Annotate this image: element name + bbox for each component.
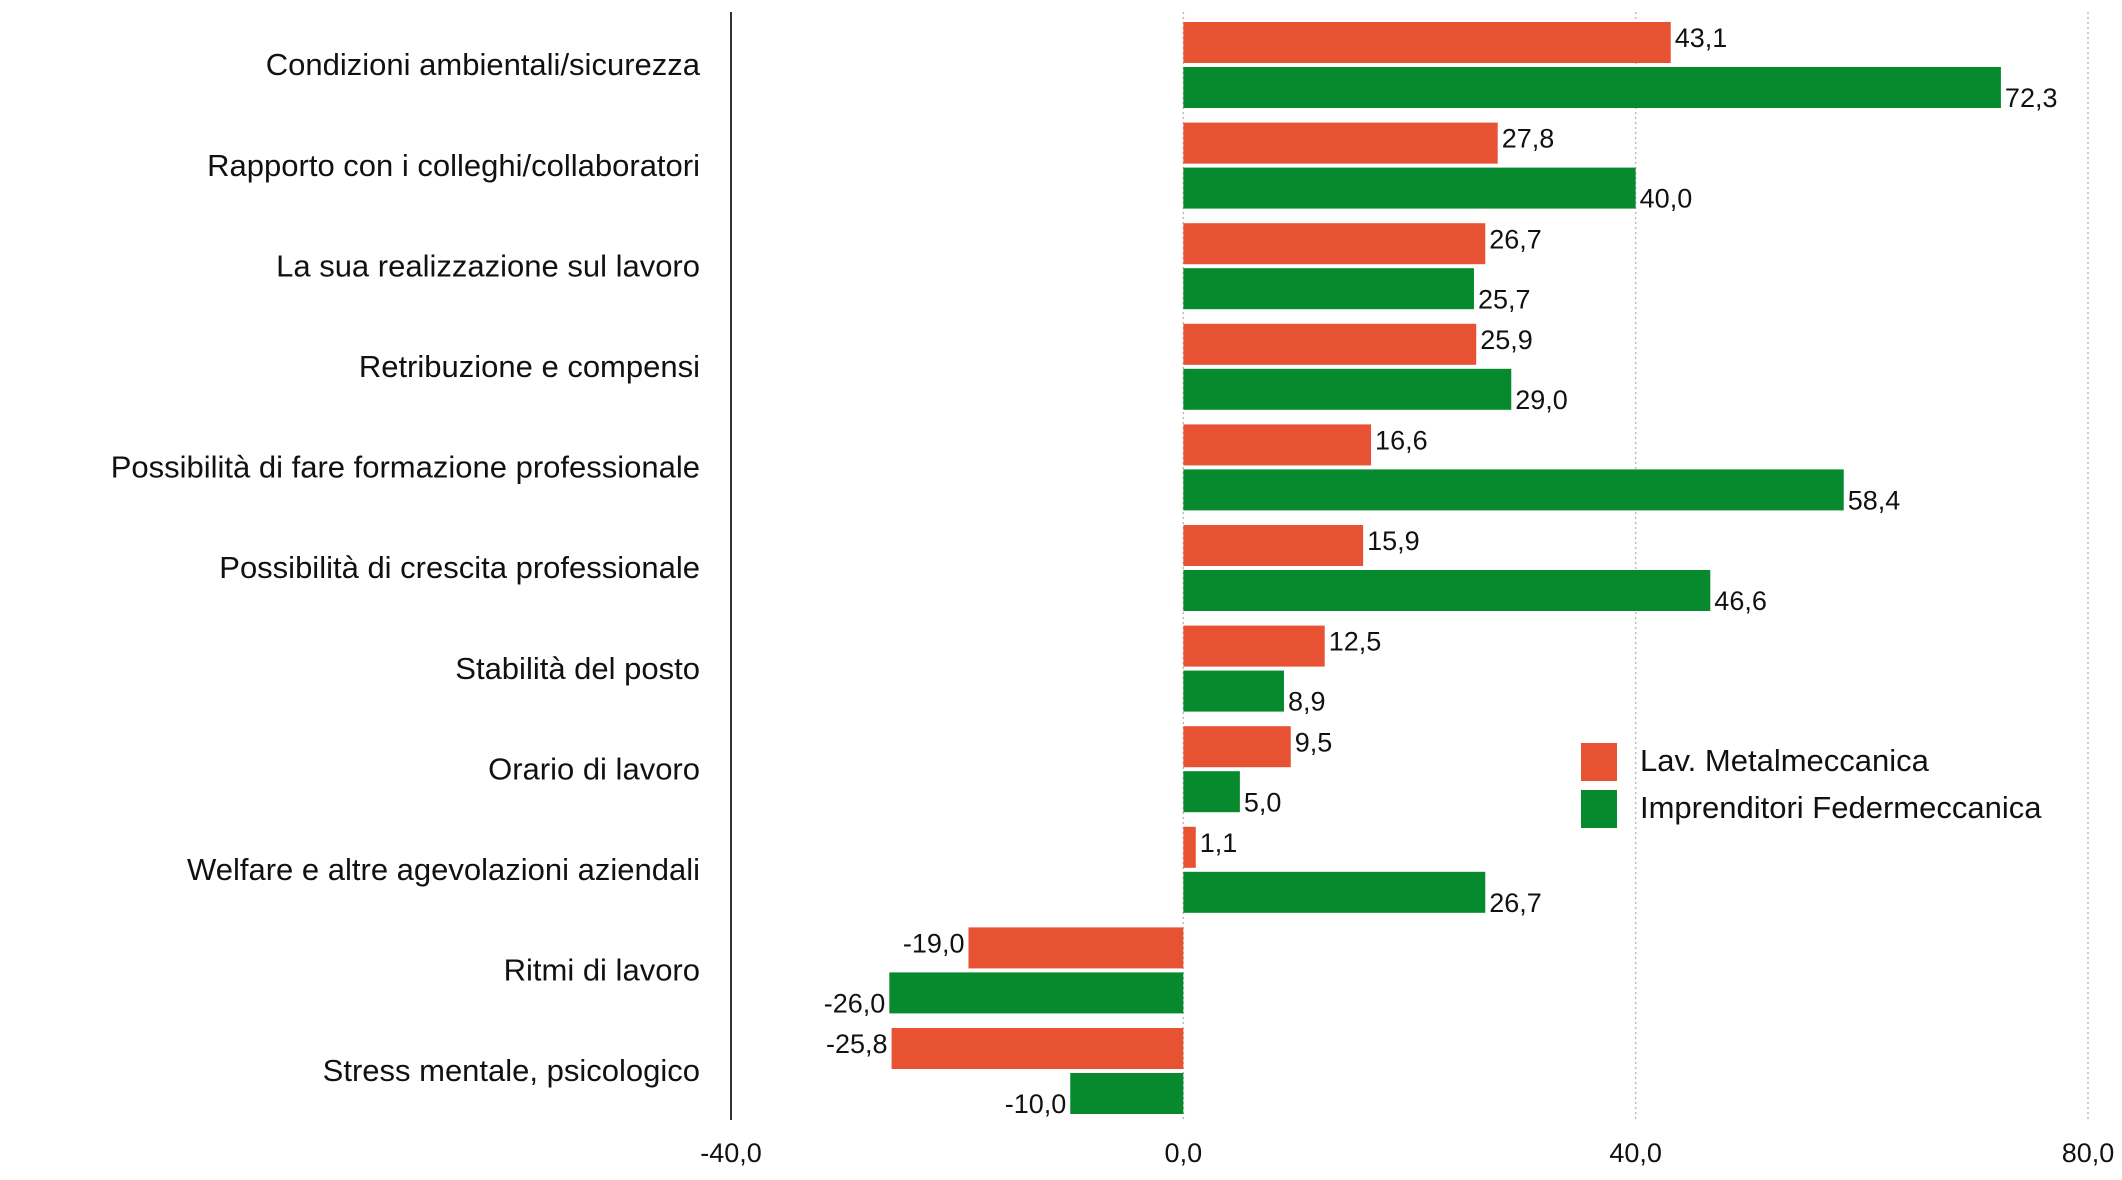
bar [1183,670,1284,712]
bar [1183,826,1196,868]
bar [1183,525,1364,566]
category-label: Retribuzione e compensi [359,349,700,384]
x-tick-label: 40,0 [1609,1138,1662,1168]
bar [1183,424,1372,466]
bar [1183,67,2001,108]
value-label: -26,0 [824,989,886,1019]
bar [968,927,1184,969]
x-tick-label: 0,0 [1165,1138,1203,1168]
bar [1183,223,1486,265]
value-label: 1,1 [1200,828,1238,858]
bar [1183,122,1498,164]
value-label: 16,6 [1375,426,1428,456]
value-label: 29,0 [1515,385,1568,415]
legend-label: Lav. Metalmeccanica [1640,743,1930,778]
bar [891,1028,1184,1069]
category-label: Stabilità del posto [455,651,700,686]
category-label: Stress mentale, psicologico [323,1053,700,1088]
value-label: 72,3 [2005,83,2058,113]
value-label: 58,4 [1848,486,1901,516]
x-tick-label: 80,0 [2062,1138,2115,1168]
value-label: 26,7 [1489,224,1542,254]
bar [1183,268,1474,310]
bar [1183,570,1711,611]
category-label: Condizioni ambientali/sicurezza [266,47,701,82]
bar [1183,625,1325,667]
category-label: Possibilità di crescita professionale [219,550,700,585]
value-label: 40,0 [1640,184,1693,214]
legend-swatch [1581,790,1617,828]
value-label: -25,8 [826,1029,888,1059]
category-label: Rapporto con i colleghi/collaboratori [207,148,700,183]
category-label: Orario di lavoro [488,751,700,786]
category-label: Welfare e altre agevolazioni aziendali [187,852,700,887]
value-label: 25,7 [1478,284,1531,314]
bar [1183,871,1486,913]
bar [1183,469,1844,511]
value-label: 25,9 [1480,325,1533,355]
bar [1183,726,1291,768]
category-label: Possibilità di fare formazione professio… [111,450,700,485]
value-label: -19,0 [903,929,965,959]
category-label: La sua realizzazione sul lavoro [276,248,700,283]
value-label: 46,6 [1714,586,1767,616]
category-label: Ritmi di lavoro [504,953,700,988]
value-label: 12,5 [1329,627,1382,657]
value-label: 43,1 [1675,23,1728,53]
bar [1183,323,1477,365]
bar [1183,771,1240,813]
value-label: 5,0 [1244,787,1282,817]
legend-label: Imprenditori Federmeccanica [1640,790,2042,825]
value-label: 8,9 [1288,687,1326,717]
bar [889,972,1184,1014]
value-label: 9,5 [1295,727,1333,757]
bar [1070,1073,1184,1114]
bar [1183,368,1512,410]
bar [1183,22,1671,63]
value-label: -10,0 [1005,1089,1067,1119]
x-tick-label: -40,0 [700,1138,762,1168]
value-label: 26,7 [1489,888,1542,918]
value-label: 15,9 [1367,526,1420,556]
bar [1183,167,1636,209]
value-label: 27,8 [1502,124,1555,154]
legend-swatch [1581,743,1617,781]
